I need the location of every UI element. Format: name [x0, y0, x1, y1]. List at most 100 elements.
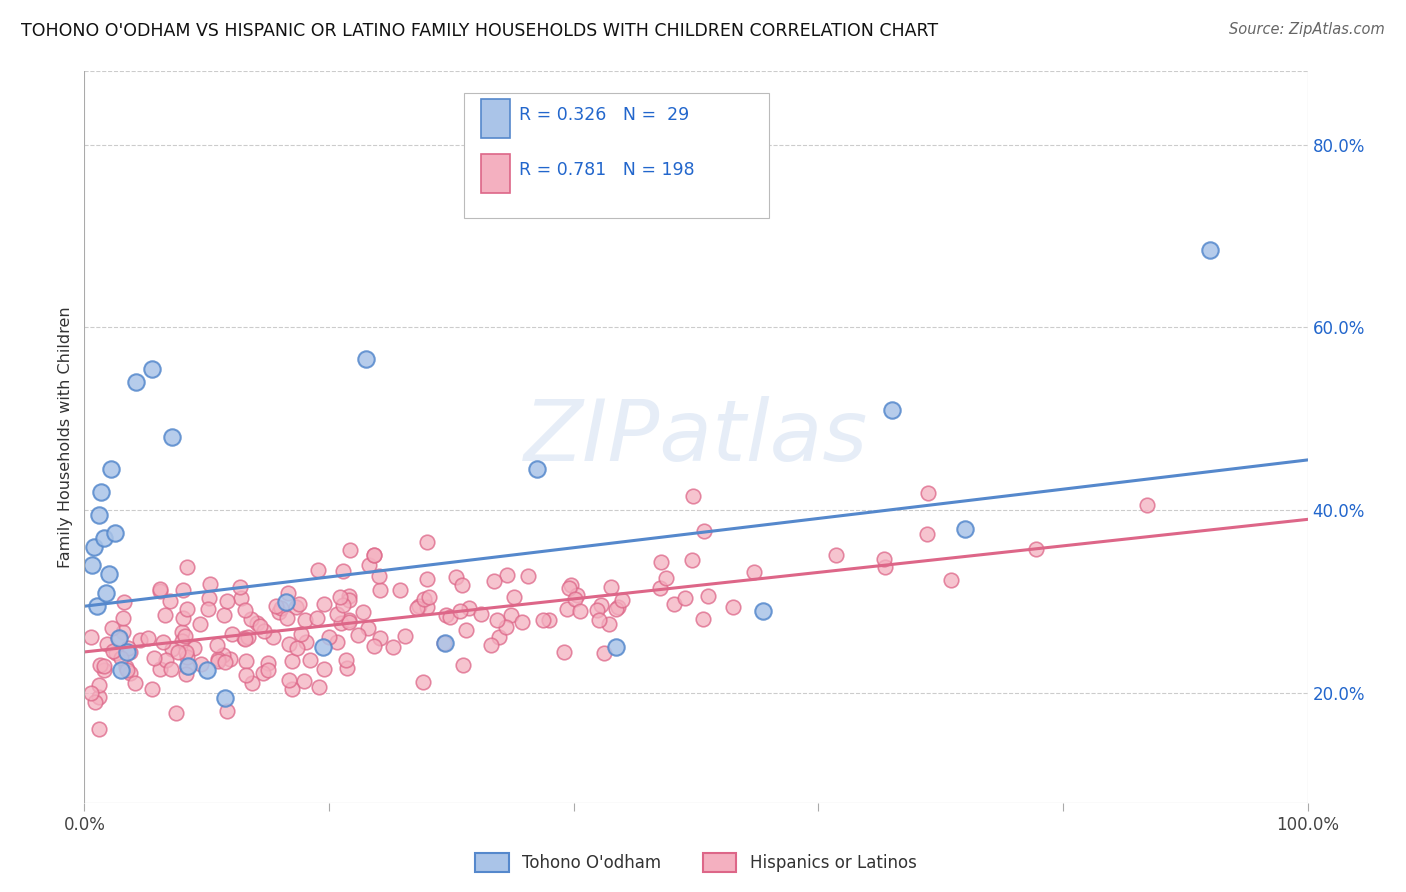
Point — [872, 552, 894, 566]
Point — [484, 574, 506, 589]
Point — [167, 645, 190, 659]
Point — [195, 663, 218, 677]
Point — [232, 632, 254, 646]
Point — [332, 564, 354, 578]
Point — [598, 617, 620, 632]
Point — [567, 588, 589, 602]
Point — [285, 600, 308, 615]
Point — [141, 361, 163, 376]
Point — [214, 655, 236, 669]
Point — [434, 636, 457, 650]
Point — [673, 591, 696, 605]
Point — [558, 581, 581, 595]
Point — [432, 635, 454, 649]
Point — [439, 610, 461, 624]
Point — [485, 614, 508, 628]
Point — [235, 654, 257, 668]
Point — [160, 642, 183, 657]
Point — [599, 580, 621, 594]
Point — [107, 632, 129, 646]
Point — [197, 602, 219, 616]
Text: ZIPatlas: ZIPatlas — [524, 395, 868, 479]
Point — [326, 635, 349, 649]
Point — [235, 603, 257, 617]
Point — [723, 599, 745, 614]
Point — [326, 607, 349, 622]
Point — [368, 569, 391, 583]
Y-axis label: Family Households with Children: Family Households with Children — [58, 306, 73, 568]
Point — [176, 560, 198, 574]
Point — [693, 524, 716, 538]
Point — [555, 601, 578, 615]
Point — [277, 585, 299, 599]
Point — [198, 591, 221, 605]
Point — [277, 637, 299, 651]
Point — [174, 629, 197, 643]
Point — [276, 594, 298, 608]
Point — [415, 599, 437, 614]
Point — [267, 605, 290, 619]
Point — [104, 526, 127, 541]
Point — [953, 521, 976, 535]
Point — [336, 661, 359, 675]
Point — [155, 653, 177, 667]
Point — [531, 613, 554, 627]
Point — [229, 591, 252, 606]
Point — [115, 663, 138, 677]
Point — [605, 640, 627, 655]
Point — [110, 663, 132, 677]
Point — [170, 634, 193, 648]
Point — [176, 601, 198, 615]
Point — [307, 611, 329, 625]
Point — [444, 570, 467, 584]
Point — [257, 663, 280, 677]
Point — [125, 375, 148, 389]
Point — [337, 589, 360, 603]
Point — [176, 660, 198, 674]
Point — [172, 582, 194, 597]
Point — [880, 402, 903, 417]
Point — [335, 653, 357, 667]
Point — [434, 607, 457, 622]
Point — [339, 543, 361, 558]
Point — [229, 580, 252, 594]
Point — [103, 644, 125, 658]
Point — [177, 658, 200, 673]
Point — [285, 640, 308, 655]
Point — [418, 591, 440, 605]
Point — [526, 462, 548, 476]
Point — [281, 654, 304, 668]
Point — [416, 572, 439, 586]
Point — [502, 591, 524, 605]
Point — [80, 630, 103, 644]
Point — [650, 555, 672, 569]
Point — [183, 640, 205, 655]
Point — [337, 615, 360, 629]
Point — [329, 616, 352, 631]
Point — [412, 675, 434, 690]
Point — [388, 583, 411, 598]
Point — [352, 605, 374, 619]
Point — [110, 650, 132, 665]
Point — [270, 600, 292, 615]
Point — [83, 695, 105, 709]
Point — [495, 619, 517, 633]
Point — [697, 589, 720, 603]
Point — [124, 675, 146, 690]
Point — [451, 578, 474, 592]
Point — [262, 630, 284, 644]
Point — [569, 604, 592, 618]
Text: R = 0.781   N = 198: R = 0.781 N = 198 — [519, 161, 695, 179]
Point — [153, 608, 176, 623]
Point — [105, 646, 128, 660]
Point — [681, 552, 703, 566]
Point — [363, 548, 385, 562]
Point — [190, 657, 212, 672]
Point — [654, 571, 676, 585]
Point — [354, 352, 377, 367]
Point — [246, 615, 269, 630]
Point — [142, 650, 165, 665]
Point — [363, 548, 385, 562]
Point — [517, 568, 540, 582]
Point — [307, 563, 329, 577]
